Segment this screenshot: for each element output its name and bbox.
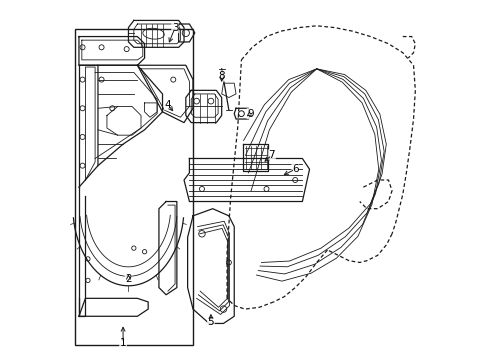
Text: 4: 4 [165,100,171,110]
Text: 7: 7 [269,150,275,160]
Text: 3: 3 [172,23,178,33]
Text: 5: 5 [208,317,214,327]
Bar [74,30,193,345]
Text: 8: 8 [219,71,225,81]
Text: 9: 9 [247,109,254,119]
Text: 2: 2 [125,274,132,284]
Text: 1: 1 [120,338,126,348]
Text: 6: 6 [292,164,298,174]
